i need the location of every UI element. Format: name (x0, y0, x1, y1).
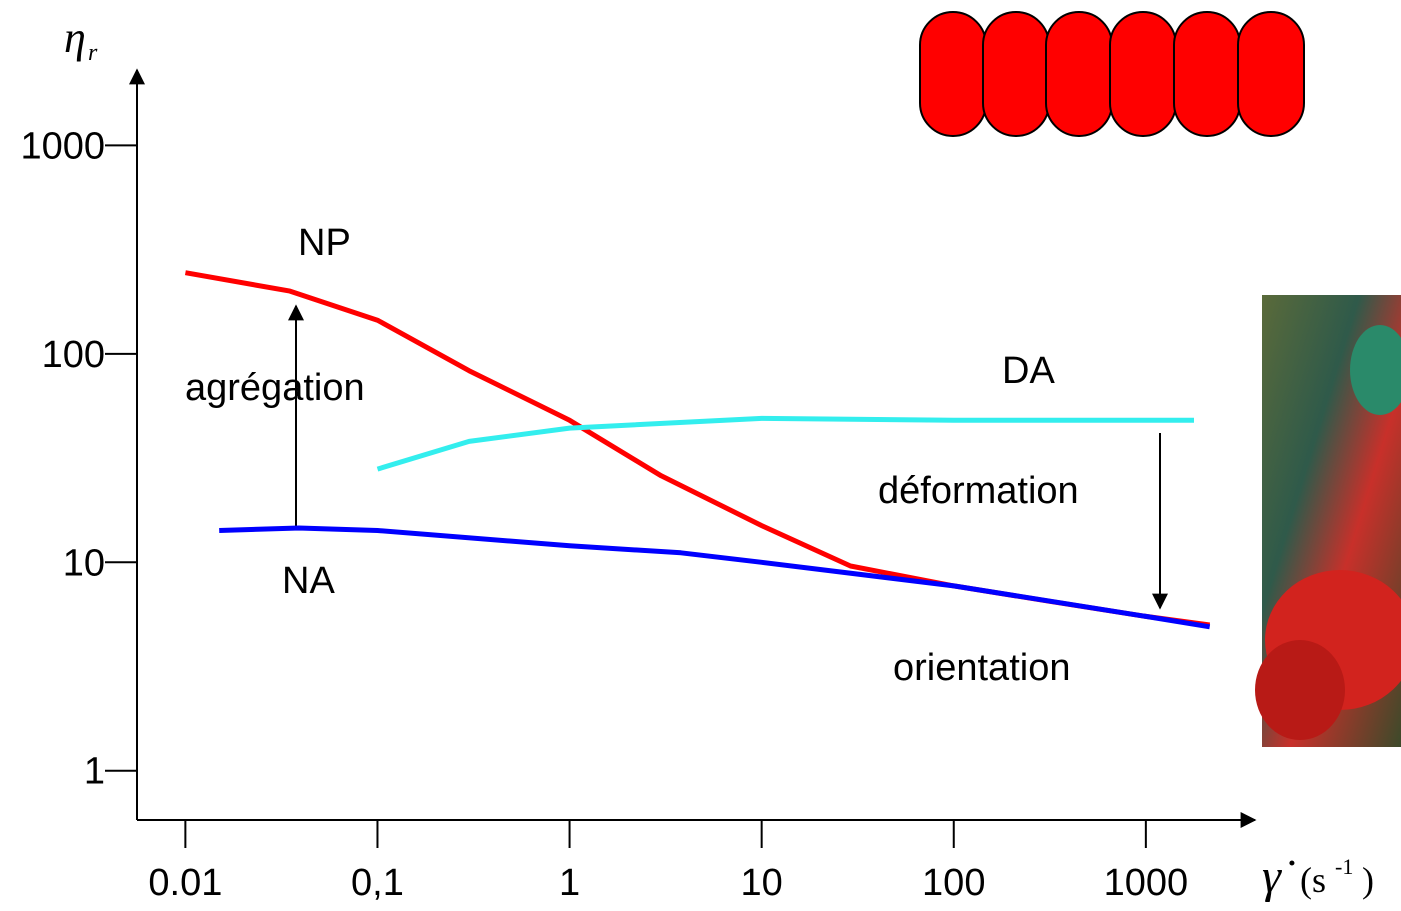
x-axis-unit-exp: -1 (1335, 854, 1353, 879)
x-tick-label: 10 (741, 862, 783, 904)
data-line (185, 273, 1209, 625)
data-line (219, 528, 1209, 627)
series-label: NP (298, 222, 351, 264)
annotation: déformation (878, 470, 1079, 512)
y-axis-label: η (64, 13, 86, 62)
x-axis-unit: (s (1300, 860, 1326, 900)
series-label: NA (282, 560, 335, 602)
series-label: DA (1002, 350, 1055, 392)
x-tick-label: 100 (922, 862, 985, 904)
y-tick-label: 1000 (20, 125, 105, 167)
x-tick-label: 0.01 (148, 862, 222, 904)
annotation: orientation (893, 647, 1070, 689)
x-axis-unit: ) (1362, 860, 1374, 900)
annotation: agrégation (185, 367, 365, 409)
x-tick-label: 0,1 (351, 862, 404, 904)
cell-chain-illustration (920, 12, 1304, 136)
x-axis-label: γ̇ (1262, 850, 1295, 903)
y-tick-label: 1 (84, 751, 105, 793)
data-line (378, 418, 1195, 469)
x-tick-label: 1 (559, 862, 580, 904)
y-tick-label: 100 (42, 334, 105, 376)
chart: η r γ̇ (s -1 ) agrégation déformation or… (0, 0, 1401, 911)
blood-cell-photo (1255, 295, 1401, 747)
x-tick-label: 1000 (1104, 862, 1189, 904)
y-axis-label-sub: r (88, 40, 98, 66)
y-tick-label: 10 (63, 542, 105, 584)
